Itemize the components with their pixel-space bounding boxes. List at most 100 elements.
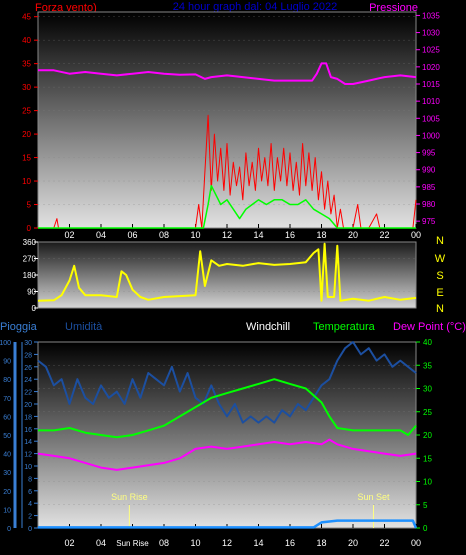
x-tick-label: 14 <box>253 538 263 548</box>
pressure-axis: 975 980 985 990 995 1000 1005 1010 1015 1020 1025 1… <box>416 11 440 226</box>
x-tick-label: 18 <box>316 538 326 548</box>
direction-tick-label: 270 <box>23 255 37 264</box>
wind-speed-axis: 0 5 10 15 20 25 30 35 40 45 <box>22 13 38 233</box>
temperature-tick-label: 20 <box>423 431 432 440</box>
rain-line <box>38 519 418 529</box>
x-tick-label: 18 <box>316 230 326 240</box>
pressure-tick-label: 980 <box>422 200 436 209</box>
humidity-tick-label: 10 <box>24 464 32 471</box>
wind-tick-label: 40 <box>22 36 31 45</box>
rain-tick-label: 100 <box>0 340 11 347</box>
rain-tick-label: 60 <box>3 414 11 421</box>
pressure-tick-label: 1020 <box>422 63 440 72</box>
rain-tick-label: 50 <box>3 433 11 440</box>
pressure-tick-label: 985 <box>422 183 436 192</box>
rain-tick-label: 10 <box>3 507 11 514</box>
temperature-legend: Temperatura <box>313 321 376 333</box>
compass-label: N <box>436 303 444 315</box>
humidity-tick-label: 20 <box>24 402 32 409</box>
rain-axis: 0 10 20 30 40 50 60 70 80 90 100 <box>0 340 17 533</box>
direction-tick-label: 0 <box>32 304 37 313</box>
wind-tick-label: 45 <box>22 13 31 22</box>
wind-tick-label: 30 <box>22 83 31 92</box>
temperature-tick-label: 30 <box>423 385 432 394</box>
x-tick-label: 08 <box>159 538 169 548</box>
x-tick-label: 20 <box>348 230 358 240</box>
wind-pressure-grid <box>38 16 416 205</box>
humidity-tick-label: 22 <box>24 390 32 397</box>
wind-tick-label: 20 <box>22 130 31 139</box>
rain-axis-title: Pioggia <box>0 321 38 333</box>
wind-tick-label: 10 <box>22 177 31 186</box>
temperature-tick-label: 0 <box>423 524 428 533</box>
humidity-tick-label: 24 <box>24 377 32 384</box>
humidity-tick-label: 28 <box>24 352 32 359</box>
pressure-tick-label: 1015 <box>422 80 440 89</box>
temperature-axis: 0 5 10 15 20 25 30 35 40 <box>416 338 432 533</box>
x-tick-label: 00 <box>411 538 421 548</box>
temperature-tick-label: 5 <box>423 501 428 510</box>
temperature-tick-label: 10 <box>423 478 432 487</box>
rain-tick-label: 40 <box>3 452 11 459</box>
temperature-humidity-x-axis: 02 04 Sun Rise 08 10 12 14 16 18 20 22 00 <box>64 524 421 548</box>
wind-pressure-x-axis: 02 04 06 08 10 12 14 16 18 20 22 00 <box>64 224 421 240</box>
direction-line <box>37 242 417 302</box>
humidity-tick-label: 0 <box>28 526 32 533</box>
x-tick-label: 12 <box>222 538 232 548</box>
pressure-tick-label: 995 <box>422 149 436 158</box>
wind-axis-title: Forza vento) <box>35 2 97 14</box>
humidity-tick-label: 16 <box>24 427 32 434</box>
direction-tick-label: 180 <box>23 271 37 280</box>
x-tick-label: Sun Rise <box>116 539 149 548</box>
temperature-tick-label: 25 <box>423 408 432 417</box>
direction-tick-label: 360 <box>23 238 37 247</box>
temperature-line <box>38 378 417 439</box>
compass-label: E <box>436 287 443 299</box>
humidity-tick-label: 8 <box>28 476 32 483</box>
x-tick-label: 10 <box>190 538 200 548</box>
wind_avg-line <box>38 184 416 229</box>
humidity-axis-title: Umidità <box>65 321 103 333</box>
humidity-tick-label: 4 <box>28 501 32 508</box>
compass-label: N <box>436 235 444 247</box>
x-tick-label: 10 <box>190 230 200 240</box>
x-tick-label: 16 <box>285 538 295 548</box>
rain-tick-label: 90 <box>3 359 11 366</box>
x-tick-label: 12 <box>222 230 232 240</box>
sunset-label: Sun Set <box>357 492 390 502</box>
dew_point-line <box>37 438 417 471</box>
compass-label: S <box>436 270 443 282</box>
temperature-humidity-grid <box>38 365 416 505</box>
pressure-tick-label: 1000 <box>422 131 440 140</box>
humidity-line <box>37 341 417 424</box>
rain-tick-label: 80 <box>3 377 11 384</box>
wind-direction-grid <box>38 258 416 292</box>
sun-markers: Sun Rise Sun Set <box>111 492 390 528</box>
humidity-tick-label: 12 <box>24 452 32 459</box>
x-tick-label: 06 <box>127 230 137 240</box>
wind-tick-label: 0 <box>27 224 32 233</box>
humidity-tick-label: 2 <box>28 514 32 521</box>
pressure-line <box>38 62 417 85</box>
windchill-legend: Windchill <box>246 321 290 333</box>
humidity-tick-label: 6 <box>28 489 32 496</box>
pressure-axis-title: Pressione <box>369 2 418 14</box>
pressure-tick-label: 1030 <box>422 29 440 38</box>
x-tick-label: 04 <box>96 538 106 548</box>
rain-tick-label: 20 <box>3 489 11 496</box>
pressure-tick-label: 1025 <box>422 46 440 55</box>
pressure-tick-label: 975 <box>422 217 436 226</box>
rain-tick-label: 30 <box>3 470 11 477</box>
temperature-humidity-series <box>37 341 418 529</box>
temperature-tick-label: 15 <box>423 454 432 463</box>
temperature-tick-label: 40 <box>423 338 432 347</box>
humidity-tick-label: 18 <box>24 414 32 421</box>
wind-tick-label: 25 <box>22 107 31 116</box>
pressure-tick-label: 990 <box>422 166 436 175</box>
wind-tick-label: 35 <box>22 60 31 69</box>
